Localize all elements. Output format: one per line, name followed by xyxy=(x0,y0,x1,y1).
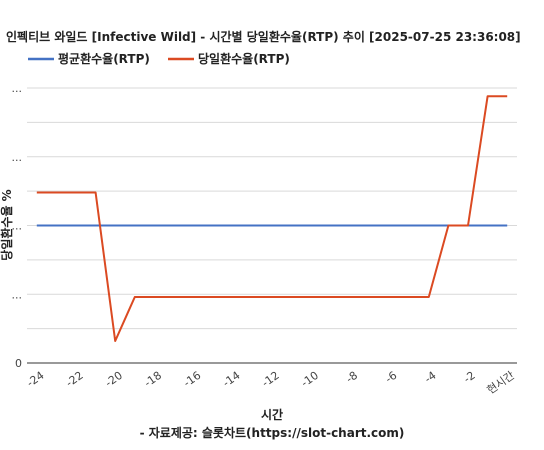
x-tick-label: -18 xyxy=(142,369,164,390)
x-tick-label: -20 xyxy=(103,369,125,390)
y-tick-label: ... xyxy=(12,220,23,233)
x-tick-label: -14 xyxy=(220,369,242,390)
x-tick-label: -10 xyxy=(299,369,321,390)
x-tick-label: -24 xyxy=(24,369,46,390)
x-tick-label: -2 xyxy=(461,369,477,386)
y-axis-ticks: 0............ xyxy=(12,82,23,370)
chart-title: 인펙티브 와일드 [Infective Wild] - 시간별 당일환수율(RT… xyxy=(6,29,521,44)
x-tick-label: -16 xyxy=(181,369,203,390)
x-axis-title: 시간 xyxy=(261,407,283,422)
x-tick-label: -22 xyxy=(64,369,86,390)
series-line-daily-rtp xyxy=(36,95,508,342)
x-tick-label: 현시간 xyxy=(485,369,517,397)
x-tick-label: -12 xyxy=(260,369,282,390)
y-tick-label: ... xyxy=(12,151,23,164)
x-tick-label: -6 xyxy=(383,369,399,386)
x-tick-label: -8 xyxy=(344,369,360,386)
legend: 평균환수율(RTP) 당일환수율(RTP) xyxy=(28,51,290,66)
legend-label-daily-rtp: 당일환수율(RTP) xyxy=(198,51,290,66)
series-lines xyxy=(36,95,508,342)
y-axis-title: 당일환수율 % xyxy=(0,189,14,260)
y-tick-label: ... xyxy=(12,82,23,95)
source-credit: - 자료제공: 슬롯차트(https://slot-chart.com) xyxy=(140,425,405,440)
y-tick-label: ... xyxy=(12,288,23,301)
legend-label-average-rtp: 평균환수율(RTP) xyxy=(58,51,150,66)
x-axis-ticks: -24 -22 -20 -18 -16 -14 -12 -10 -8 -6 -4 -2 현시간 xyxy=(24,369,517,397)
y-tick-label: 0 xyxy=(15,357,22,370)
x-tick-label: -4 xyxy=(422,369,438,386)
